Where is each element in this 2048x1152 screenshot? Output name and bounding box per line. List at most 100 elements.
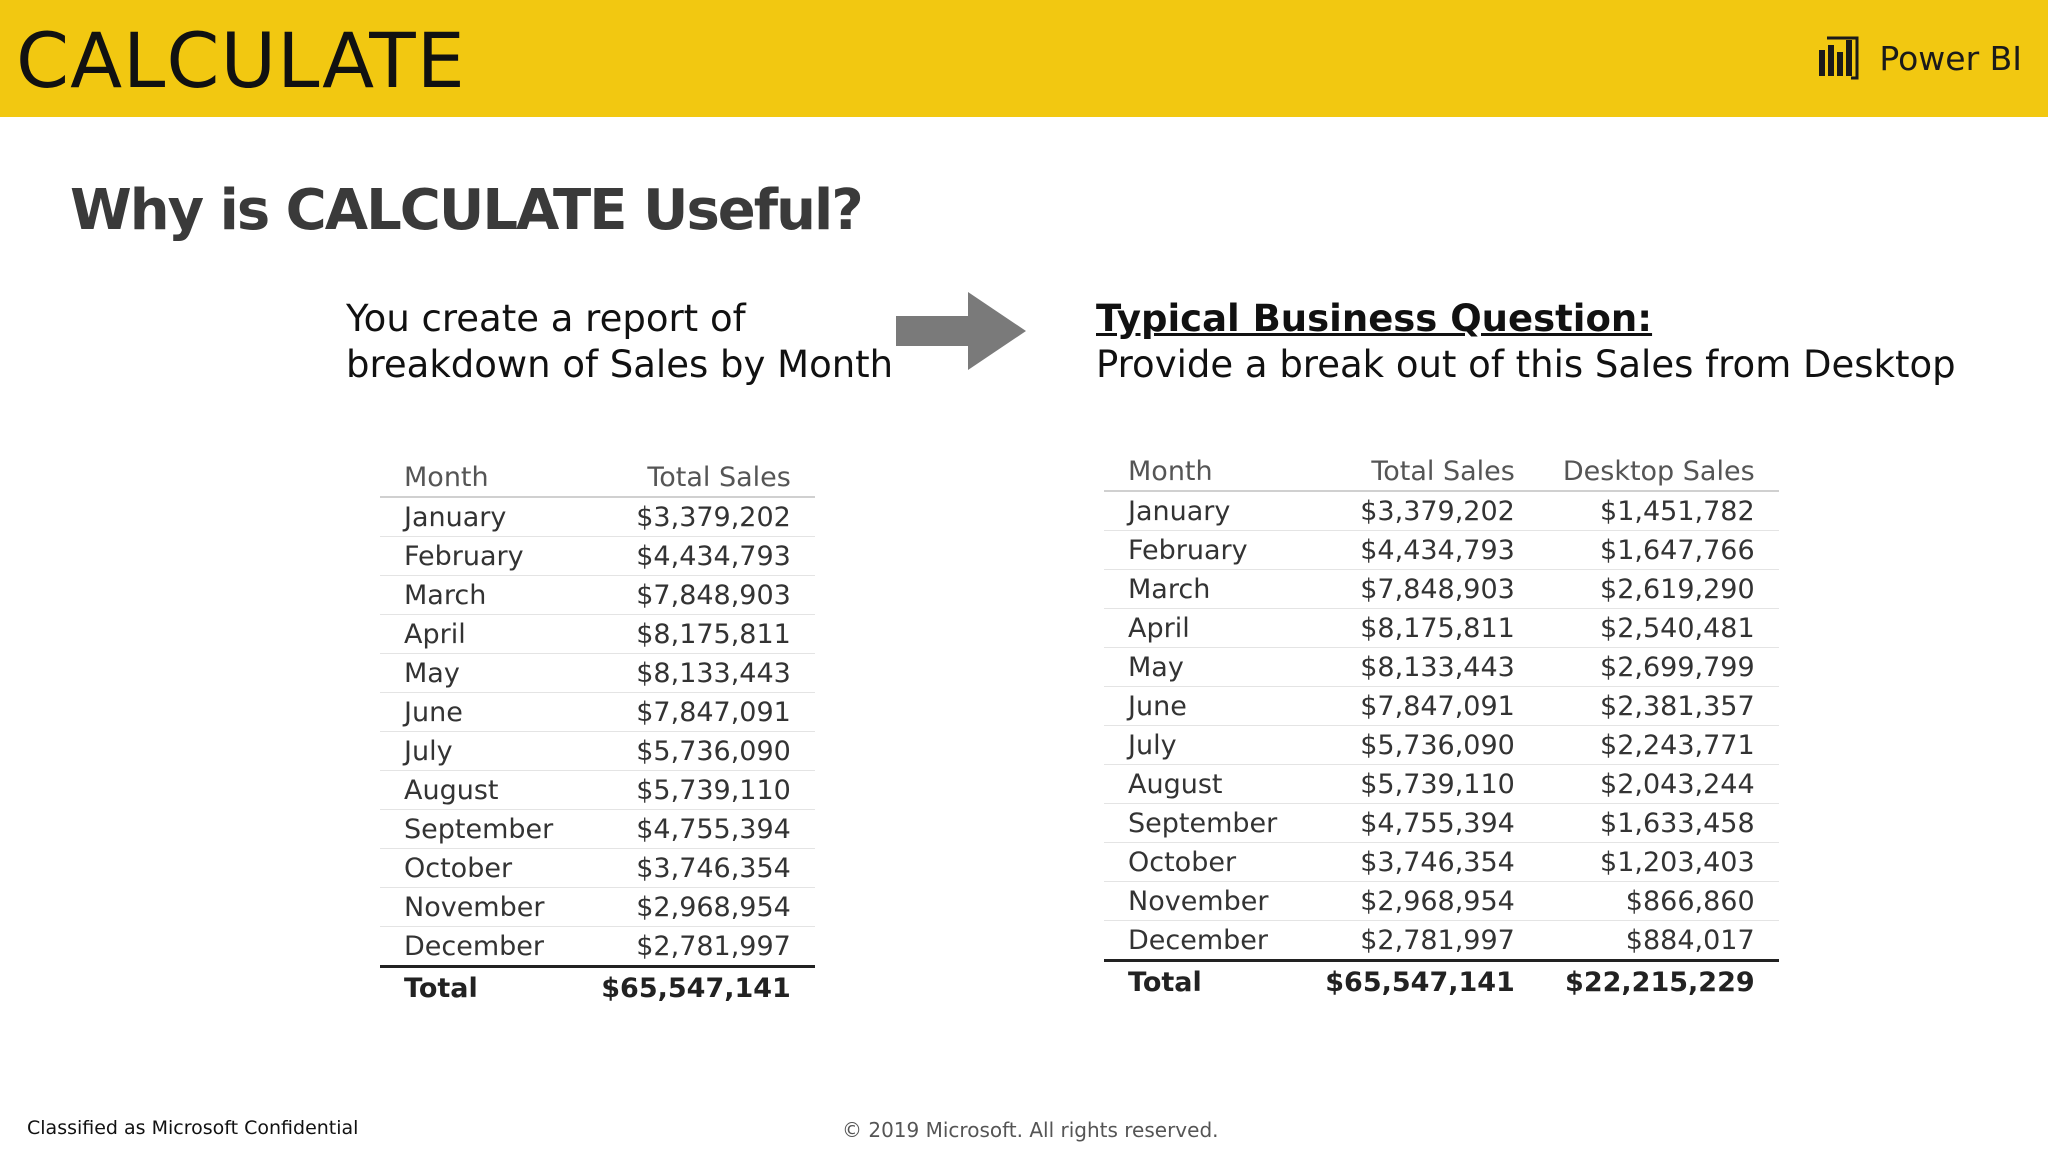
column-header-month: Month	[1104, 452, 1302, 492]
table-cell: $4,755,394	[1301, 803, 1539, 843]
table-cell: $8,133,443	[577, 653, 815, 693]
table-row: July $5,736,090 $2,243,771	[1104, 725, 1779, 765]
table-cell: $2,781,997	[577, 926, 815, 967]
brand-name: Power BI	[1879, 38, 2022, 78]
right-arrow-icon	[896, 292, 1026, 370]
sales-by-month-desktop-table: Month Total Sales Desktop Sales January $…	[1104, 452, 1779, 1002]
left-intro-line: breakdown of Sales by Month	[346, 343, 894, 386]
table-row: September $4,755,394	[380, 809, 815, 849]
table-cell: $3,379,202	[1301, 491, 1539, 531]
table-row: March $7,848,903 $2,619,290	[1104, 569, 1779, 609]
table-cell: $3,746,354	[1301, 842, 1539, 882]
table-cell: $7,848,903	[577, 575, 815, 615]
sales-by-month-table: Month Total Sales January $3,379,202 Febru…	[380, 458, 815, 1008]
table-cell: August	[380, 770, 578, 810]
table-cell: $2,043,244	[1538, 764, 1779, 804]
table-cell: $5,736,090	[1301, 725, 1539, 765]
table-cell: $1,203,403	[1538, 842, 1779, 882]
table-cell: $4,434,793	[1301, 530, 1539, 570]
brand: Power BI	[1815, 32, 2022, 84]
table-cell: July	[1104, 725, 1302, 765]
table-row: July $5,736,090	[380, 731, 815, 771]
slide-subtitle: Why is CALCULATE Useful?	[70, 178, 864, 243]
table-cell: October	[380, 848, 578, 888]
table-row: December $2,781,997	[380, 926, 815, 967]
table-cell: Total	[1104, 959, 1302, 1002]
table-cell: $2,968,954	[1301, 881, 1539, 921]
table-cell: $1,633,458	[1538, 803, 1779, 843]
classification-label: Classified as Microsoft Confidential	[27, 1117, 359, 1139]
column-header-desktop-sales: Desktop Sales	[1538, 452, 1779, 492]
table-row: March $7,848,903	[380, 575, 815, 615]
column-header-month: Month	[380, 458, 578, 498]
table-row: September $4,755,394 $1,633,458	[1104, 803, 1779, 843]
business-question: Typical Business Question: Provide a bre…	[1096, 296, 1956, 388]
table-cell: June	[380, 692, 578, 732]
table-row: February $4,434,793	[380, 536, 815, 576]
table-cell: April	[1104, 608, 1302, 648]
table-cell: $65,547,141	[577, 965, 815, 1008]
table-row: November $2,968,954	[380, 887, 815, 927]
table-cell: $2,619,290	[1538, 569, 1779, 609]
table-cell: $3,379,202	[577, 497, 815, 537]
question-heading: Typical Business Question:	[1096, 297, 1653, 340]
table-cell: March	[1104, 569, 1302, 609]
table-row: June $7,847,091 $2,381,357	[1104, 686, 1779, 726]
table-cell: $2,781,997	[1301, 920, 1539, 961]
table-cell: $5,739,110	[577, 770, 815, 810]
left-intro-line: You create a report of	[346, 297, 746, 340]
table-row: April $8,175,811	[380, 614, 815, 654]
table-cell: $65,547,141	[1301, 959, 1539, 1002]
table-cell: $7,847,091	[577, 692, 815, 732]
table-cell: July	[380, 731, 578, 771]
left-intro: You create a report of breakdown of Sale…	[346, 296, 893, 388]
table-row: January $3,379,202 $1,451,782	[1104, 491, 1779, 531]
table-cell: May	[380, 653, 578, 693]
table-cell: February	[380, 536, 578, 576]
table-total-row: Total $65,547,141 $22,215,229	[1104, 959, 1779, 1002]
page-title: CALCULATE	[16, 16, 466, 105]
table-cell: $5,736,090	[577, 731, 815, 771]
column-header-total-sales: Total Sales	[1301, 452, 1539, 492]
table-cell: $8,175,811	[1301, 608, 1539, 648]
table-cell: September	[380, 809, 578, 849]
table-row: August $5,739,110 $2,043,244	[1104, 764, 1779, 804]
table-row: June $7,847,091	[380, 692, 815, 732]
table-cell: June	[1104, 686, 1302, 726]
table-cell: $8,175,811	[577, 614, 815, 654]
table-row: May $8,133,443	[380, 653, 815, 693]
table-row: May $8,133,443 $2,699,799	[1104, 647, 1779, 687]
copyright-notice: © 2019 Microsoft. All rights reserved.	[842, 1118, 1219, 1142]
table-cell: $2,243,771	[1538, 725, 1779, 765]
table-total-row: Total $65,547,141	[380, 965, 815, 1008]
table-row: August $5,739,110	[380, 770, 815, 810]
table-row: February $4,434,793 $1,647,766	[1104, 530, 1779, 570]
table-cell: December	[380, 926, 578, 967]
question-body: Provide a break out of this Sales from D…	[1096, 343, 1956, 386]
table-cell: September	[1104, 803, 1302, 843]
table-cell: $2,699,799	[1538, 647, 1779, 687]
table-cell: $4,434,793	[577, 536, 815, 576]
table-cell: $866,860	[1538, 881, 1779, 921]
table-cell: October	[1104, 842, 1302, 882]
table-row: October $3,746,354	[380, 848, 815, 888]
table-cell: $5,739,110	[1301, 764, 1539, 804]
table-cell: August	[1104, 764, 1302, 804]
table-cell: November	[380, 887, 578, 927]
table-row: November $2,968,954 $866,860	[1104, 881, 1779, 921]
table-row: January $3,379,202	[380, 497, 815, 537]
table-cell: Total	[380, 965, 578, 1008]
table-cell: May	[1104, 647, 1302, 687]
table-cell: March	[380, 575, 578, 615]
table-cell: $1,451,782	[1538, 491, 1779, 531]
table-cell: $2,968,954	[577, 887, 815, 927]
table-cell: February	[1104, 530, 1302, 570]
table-header-row: Month Total Sales Desktop Sales	[1104, 452, 1779, 492]
column-header-total-sales: Total Sales	[577, 458, 815, 498]
table-row: April $8,175,811 $2,540,481	[1104, 608, 1779, 648]
power-bi-logo-icon	[1819, 36, 1859, 80]
table-cell: January	[1104, 491, 1302, 531]
table-cell: April	[380, 614, 578, 654]
table-cell: $884,017	[1538, 920, 1779, 961]
table-cell: $2,540,481	[1538, 608, 1779, 648]
